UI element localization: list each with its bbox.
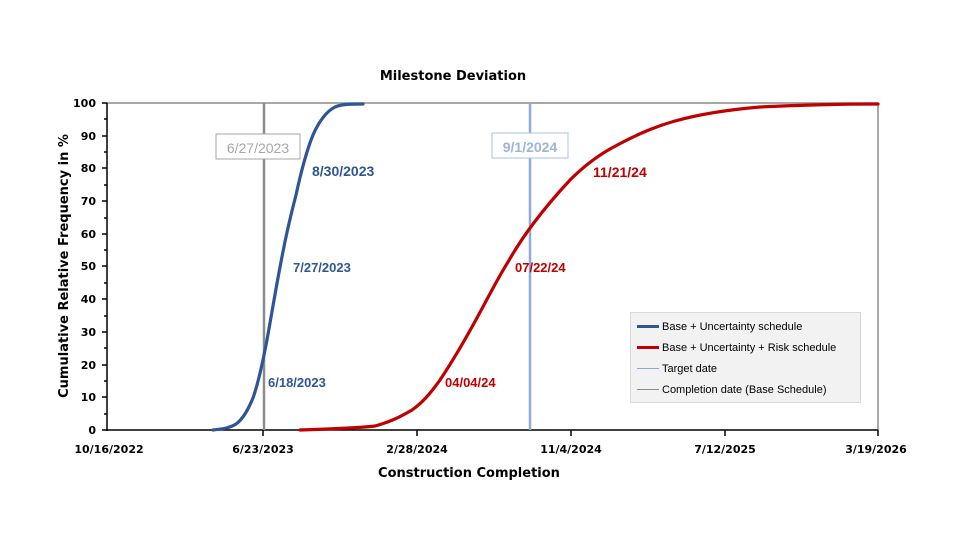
- y-tick-label: 0: [88, 424, 96, 437]
- blue-p80-label: 8/30/2023: [312, 163, 374, 179]
- x-axis: 10/16/2022 6/23/2023 2/28/2024 11/4/2024…: [74, 429, 907, 481]
- x-tick-label: 7/12/2025: [694, 443, 756, 456]
- legend-item: Completion date (Base Schedule): [637, 379, 854, 400]
- y-tick-label: 60: [81, 228, 97, 241]
- legend-label: Base + Uncertainty schedule: [662, 320, 803, 333]
- series-base-uncertainty-risk: [298, 102, 880, 432]
- y-tick-label: 90: [81, 130, 97, 143]
- legend-label: Target date: [662, 362, 718, 375]
- chart-title: Milestone Deviation: [380, 69, 526, 84]
- legend-label: Completion date (Base Schedule): [662, 383, 827, 396]
- red-p50-label: 07/22/24: [515, 260, 566, 275]
- x-tick-label: 3/19/2026: [845, 443, 907, 456]
- legend-swatch-gray-icon: [637, 389, 659, 390]
- target-date-label: 9/1/2024: [503, 139, 558, 155]
- x-tick-label: 11/4/2024: [540, 443, 602, 456]
- y-tick-label: 70: [81, 195, 97, 208]
- legend-swatch-blue-icon: [637, 325, 659, 328]
- y-tick-label: 30: [81, 326, 97, 339]
- x-tick-label: 2/28/2024: [386, 443, 448, 456]
- y-axis-label: Cumulative Relative Frequency in %: [57, 134, 72, 398]
- y-tick-label: 40: [81, 293, 97, 306]
- y-tick-label: 20: [81, 359, 97, 372]
- y-axis: 0 10 20 30 40 50 60 70 80 90 100 Cumulat…: [57, 97, 108, 437]
- y-tick-label: 100: [73, 97, 96, 110]
- legend-label: Base + Uncertainty + Risk schedule: [662, 341, 837, 354]
- legend-item: Target date: [637, 358, 854, 379]
- target-date-box: 9/1/2024: [491, 132, 569, 159]
- y-tick-label: 50: [81, 260, 97, 273]
- x-tick-label: 10/16/2022: [74, 443, 143, 456]
- legend-swatch-lightblue-icon: [637, 368, 659, 369]
- completion-date-box: 6/27/2023: [215, 133, 301, 160]
- legend-swatch-red-icon: [637, 346, 659, 349]
- y-tick-label: 10: [81, 391, 97, 404]
- blue-p15-label: 6/18/2023: [268, 375, 326, 390]
- x-tick-label: 6/23/2023: [232, 443, 294, 456]
- red-p15-label: 04/04/24: [445, 375, 496, 390]
- blue-p50-label: 7/27/2023: [293, 260, 351, 275]
- y-tick-label: 80: [81, 162, 97, 175]
- red-p80-label: 11/21/24: [593, 164, 647, 180]
- series-base-uncertainty: [211, 102, 365, 432]
- completion-date-label: 6/27/2023: [227, 140, 289, 156]
- legend: Base + Uncertainty schedule Base + Uncer…: [630, 312, 861, 403]
- legend-item: Base + Uncertainty schedule: [637, 316, 854, 337]
- x-axis-label: Construction Completion: [378, 466, 560, 481]
- legend-item: Base + Uncertainty + Risk schedule: [637, 337, 854, 358]
